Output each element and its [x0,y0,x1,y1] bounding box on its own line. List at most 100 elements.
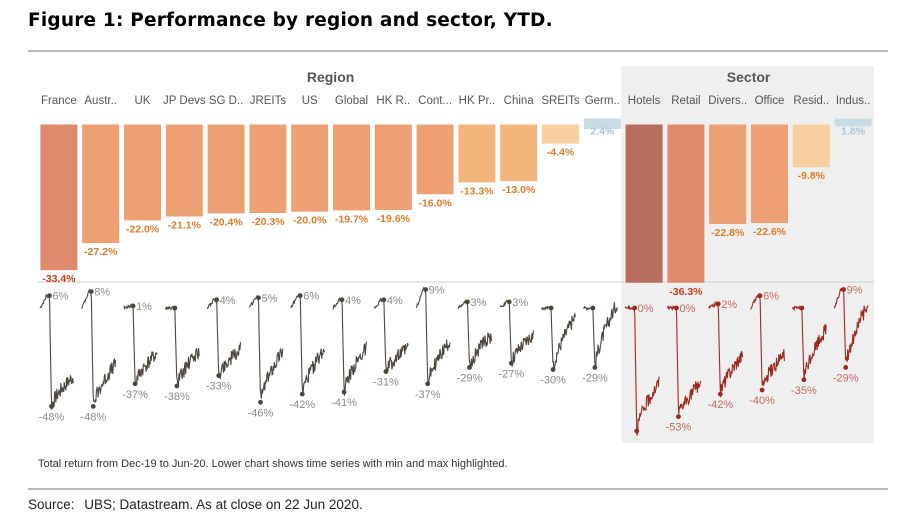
sparkline-min-label: -48% [39,411,65,423]
sparkline [583,302,618,368]
bar-value-label: 2.4% [590,126,615,138]
sparkline-max-marker [423,287,429,292]
sparkline-max-label: 5% [261,293,277,305]
bar [667,124,705,283]
sparkline [624,304,660,436]
category-label: Office [755,95,785,107]
bar [792,124,830,168]
sparkline-max-marker [715,301,721,307]
sparkline-min-label: -33% [206,381,232,393]
sparkline-min-label: -29% [582,372,608,384]
sparkline [457,299,493,369]
category-label: China [504,95,535,107]
sparkline-max-marker [381,297,387,303]
bar-value-label: -9.8% [798,170,826,182]
sparkline-min-label: -46% [248,407,274,419]
source-text: UBS; Datastream. As at close on 22 Jun 2… [84,497,363,512]
sparkline-max-marker [256,295,261,301]
sparkline [666,305,702,414]
bar [834,118,872,127]
sparkline [791,305,827,381]
bar-value-label: -20.4% [209,216,243,228]
sparkline-max-marker [214,297,220,303]
sparkline-max-label: 4% [220,295,236,307]
bar-value-label: -22.8% [711,227,745,239]
sparkline-min-marker [634,428,640,434]
sparkline-max-marker [465,299,470,305]
sparkline-max-marker [548,305,554,311]
bar [165,124,203,217]
sparkline-max-marker [841,287,847,292]
sparkline-min-marker [759,387,765,393]
sparkline-max-label: 0% [679,303,695,315]
sparkline-max-marker [88,289,94,294]
sparkline [123,302,158,386]
category-label: HK Pr.. [459,95,495,107]
category-label: France [41,95,77,107]
sparkline [750,292,785,387]
sparkline-min-label: -37% [122,389,148,401]
category-label: SG D.. [209,95,244,107]
category-label: Indus.. [836,95,871,107]
sparkline-min-marker [49,404,54,409]
bar [82,124,120,244]
sparkline-min-label: -38% [164,391,190,403]
sparkline-min-marker [90,404,96,409]
bar-value-label: -19.6% [377,213,411,225]
sparkline [81,288,117,403]
sparkline-max-label: 6% [763,291,779,303]
bar-value-label: -21.1% [168,219,202,231]
sparkline [39,293,74,410]
category-label: Austr.. [84,95,117,107]
bar-value-label: -22.0% [126,223,160,235]
sparkline-max-label: 0% [638,303,654,315]
sparkline-min-label: -35% [791,385,817,397]
sparkline-max-label: 3% [512,297,528,309]
group-header-sector: Sector [727,69,771,85]
sparkline-min-marker [258,399,263,405]
source-line: Source: UBS; Datastream. As at close on … [28,497,369,512]
sparkline-min-label: -42% [289,399,315,411]
bar [625,124,663,283]
chart-footnote: Total return from Dec-19 to Jun-20. Lowe… [38,458,508,470]
sparkline [541,305,576,371]
sparkline-min-label: -29% [833,372,859,384]
category-label: SREITs [541,95,580,107]
sparkline-max-label: 1% [136,301,152,313]
category-label: Global [335,95,368,107]
bar-value-label: -20.3% [251,216,285,228]
sparkline-min-marker [550,367,556,372]
sparkline-min-label: -30% [540,375,566,387]
sparkline-min-marker [467,365,472,370]
figure-title: Figure 1: Performance by region and sect… [28,10,553,31]
sparkline [332,296,367,396]
sparkline-max-marker [506,299,512,305]
source-label: Source: [28,497,75,512]
sparkline-max-marker [757,293,763,299]
sparkline-max-label: 2% [721,299,737,311]
bar [207,124,245,214]
sparkline-max-label: 9% [847,285,863,297]
bar [374,124,412,210]
bar [124,124,161,221]
category-label: JP Devs [163,95,206,107]
category-label: HK R.. [376,95,410,107]
sparkline [499,299,535,368]
sparkline-min-label: -37% [415,389,441,401]
bar-value-label: -16.0% [418,197,452,209]
sparkline-min-marker [174,383,180,389]
sparkline-max-marker [130,303,136,309]
sparkline-min-marker [592,365,598,370]
bar-value-label: -27.2% [84,246,118,258]
category-label: US [302,95,318,107]
sparkline-max-marker [674,305,679,311]
sparkline-max-marker [47,293,52,299]
sparkline [290,292,326,394]
sparkline [249,294,284,399]
sector-shade-panel [621,66,874,443]
top-rule [28,50,888,52]
sparkline-min-marker [132,381,138,387]
sparkline-min-label: -42% [707,399,733,411]
sparkline [708,300,744,398]
sparkline-max-marker [172,305,178,311]
